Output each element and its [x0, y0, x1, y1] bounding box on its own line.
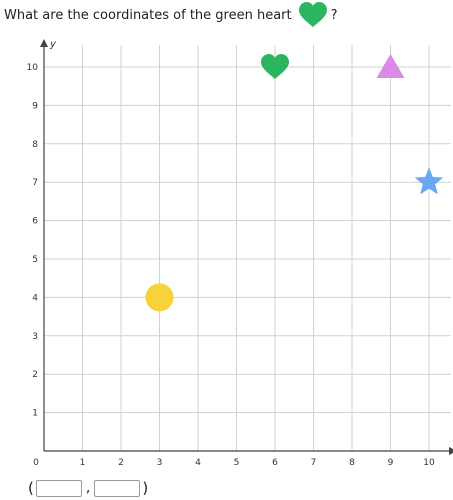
x-tick-label: 3 — [157, 458, 163, 468]
y-tick-label: 5 — [32, 255, 38, 265]
triangle-point — [376, 54, 405, 78]
answer-row: ( , ) — [28, 479, 148, 497]
x-coordinate-input[interactable] — [35, 479, 82, 497]
x-tick-label: 6 — [272, 458, 278, 468]
heart-point — [261, 54, 289, 79]
y-axis-label: y — [49, 39, 57, 50]
y-tick-label: 6 — [32, 217, 38, 227]
y-tick-label: 7 — [32, 178, 38, 188]
open-paren: ( — [28, 479, 34, 497]
y-axis-arrow — [40, 39, 48, 47]
question-mark: ? — [330, 7, 338, 23]
x-tick-label: 4 — [195, 458, 201, 468]
circle-point — [145, 283, 174, 312]
question-prompt: What are the coordinates of the green he… — [4, 2, 338, 27]
green-heart-icon — [298, 2, 327, 27]
y-tick-label: 8 — [32, 140, 38, 150]
x-tick-label: 2 — [118, 458, 124, 468]
comma: , — [85, 480, 91, 496]
plot-points — [145, 54, 444, 312]
y-coordinate-input[interactable] — [94, 479, 141, 497]
y-tick-label: 1 — [32, 409, 38, 419]
y-tick-label: 10 — [27, 63, 39, 73]
tick-labels: 0 1 2 3 4 5 6 7 8 9 10 1 2 3 4 5 6 7 8 9 10 — [27, 63, 435, 468]
x-tick-label: 10 — [423, 458, 435, 468]
x-tick-label: 8 — [349, 458, 355, 468]
question-text: What are the coordinates of the green he… — [4, 7, 292, 23]
x-axis-arrow — [449, 447, 453, 455]
x-tick-label: 0 — [33, 458, 39, 468]
y-tick-label: 9 — [32, 101, 38, 111]
y-tick-label: 3 — [32, 332, 38, 342]
x-tick-label: 1 — [80, 458, 86, 468]
axes — [40, 39, 453, 455]
grid-lines — [44, 45, 451, 451]
y-tick-label: 2 — [32, 370, 38, 380]
x-tick-label: 5 — [234, 458, 240, 468]
star-point — [414, 167, 444, 195]
y-tick-label: 4 — [32, 293, 38, 303]
x-tick-label: 7 — [311, 458, 317, 468]
close-paren: ) — [142, 479, 149, 497]
x-tick-label: 9 — [388, 458, 394, 468]
